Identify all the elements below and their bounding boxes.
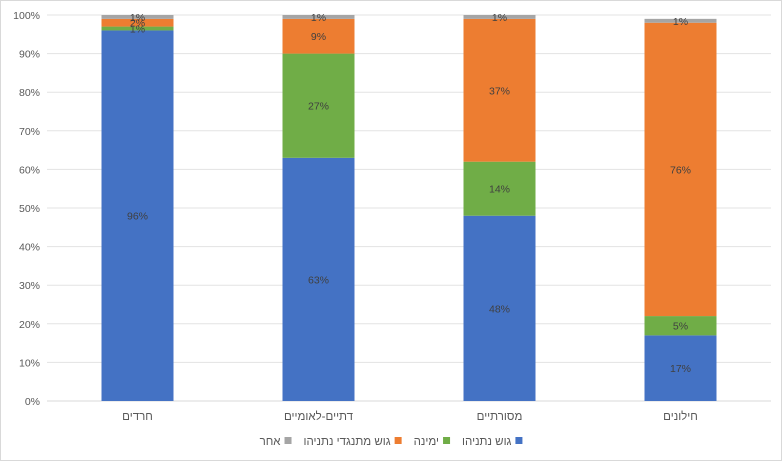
y-tick-label: 90% [19,49,40,61]
legend-item: אחר [260,436,292,448]
bar-segment [282,15,355,19]
data-labels: 96%1%2%1%63%27%9%1%48%14%37%1%17%5%76%1% [127,12,691,375]
legend-label: ימינה [414,436,439,448]
y-tick-label: 20% [19,319,40,331]
bar-segment [282,53,355,158]
bar-segment [101,18,174,27]
data-label: 48% [489,303,510,315]
x-category-label: חרדים [122,411,153,423]
y-axis-tick-labels: 0% 10% 20% 30% 40% 50% 60% 70% 80% 90% 100% [13,10,40,408]
legend-label: גוש נתניהו [462,436,512,448]
y-tick-label: 0% [25,396,40,408]
data-label: 14% [489,184,510,196]
data-label: 76% [670,164,691,176]
bar-segment [101,15,174,19]
legend-swatch [284,437,292,444]
data-label: 1% [673,16,688,28]
bar-segment [463,215,536,401]
y-tick-label: 80% [19,87,40,99]
y-tick-label: 70% [19,126,40,138]
y-tick-label: 40% [19,242,40,254]
bar-segment [644,316,717,336]
legend-swatch [515,437,523,444]
legend-item: גוש נתניהו [462,436,523,448]
bar-segment [101,30,174,401]
data-label: 1% [311,12,326,24]
data-label: 1% [130,12,145,24]
legend-item: גוש מתנגדי נתניהו [304,436,402,448]
bar-segment [101,26,174,31]
x-axis-category-labels: חרדים דתיים-לאומיים מסורתיים חילונים [122,410,698,423]
legend-item: ימינה [414,436,451,448]
legend-swatch [443,437,451,444]
data-label: 9% [311,31,326,43]
data-label: 2% [130,18,145,30]
legend-label: אחר [260,436,282,448]
bar-segment [282,18,355,54]
data-label: 1% [492,12,507,24]
bar-segment [644,18,717,23]
x-category-label: חילונים [663,410,698,423]
data-label: 17% [670,363,691,375]
bar-segment [644,22,717,317]
bars [101,15,717,401]
data-label: 96% [127,211,148,223]
data-label: 37% [489,85,510,97]
y-tick-label: 50% [19,203,40,215]
legend: גוש נתניהו ימינה גוש מתנגדי נתניהו אחר [260,436,523,448]
y-tick-label: 100% [13,10,40,22]
data-label: 63% [308,274,329,286]
y-tick-label: 10% [19,357,40,369]
y-tick-label: 60% [19,164,40,176]
legend-swatch [394,437,402,444]
bar-segment [463,18,536,162]
bar-segment [644,335,717,401]
y-tick-label: 30% [19,280,40,292]
bar-segment [282,157,355,401]
legend-label: גוש מתנגדי נתניהו [304,436,391,448]
data-label: 5% [673,321,688,333]
data-label: 27% [308,101,329,113]
bar-segment [463,161,536,216]
x-category-label: דתיים-לאומיים [284,410,354,423]
x-category-label: מסורתיים [477,411,523,423]
bar-segment [463,15,536,19]
data-label: 1% [130,24,145,36]
